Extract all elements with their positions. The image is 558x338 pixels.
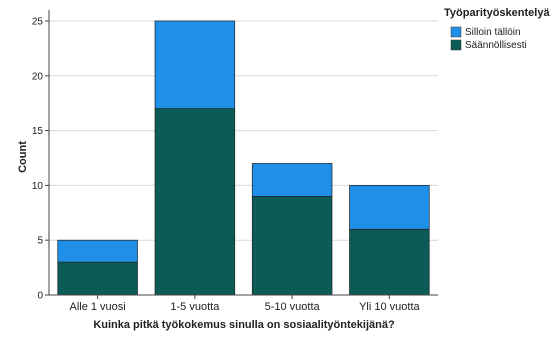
x-tick-label: 1-5 vuotta <box>170 301 220 313</box>
bar-segment <box>251 195 333 296</box>
y-tick-label: 25 <box>32 16 44 27</box>
y-tick-label: 0 <box>37 291 43 302</box>
bars <box>57 20 430 296</box>
x-tick-label: Yli 10 vuotta <box>359 301 420 313</box>
y-axis-title: Count <box>17 141 29 173</box>
legend-label-saannollisesti: Säännöllisesti <box>465 40 527 51</box>
bar-segment <box>154 108 236 296</box>
y-tick-label: 15 <box>32 126 44 137</box>
x-tick-labels: Alle 1 vuosi 1-5 vuotta 5-10 vuotta Yli 10 … <box>69 295 421 313</box>
x-tick-label: 5-10 vuotta <box>265 301 321 313</box>
x-tick-label: Alle 1 vuosi <box>69 301 125 313</box>
axes <box>48 10 438 296</box>
y-tick-label: 5 <box>37 236 43 247</box>
bar-segment <box>154 20 236 110</box>
bar-segment <box>349 228 430 296</box>
bar-segment <box>57 261 138 296</box>
y-tick-label: 20 <box>32 71 44 82</box>
legend-swatch-silloin-talloin <box>450 26 462 38</box>
bar-segment <box>251 163 333 197</box>
legend-title: Työparityöskentelyä <box>444 7 550 19</box>
legend-swatch-saannollisesti <box>450 39 462 51</box>
legend-label-silloin-talloin: Silloin tällöin <box>465 27 521 38</box>
x-axis-title: Kuinka pitkä työkokemus sinulla on sosia… <box>93 319 395 331</box>
legend: Työparityöskentelyä Silloin tällöin Sään… <box>444 7 550 51</box>
y-tick-label: 10 <box>32 181 44 192</box>
bar-segment <box>349 185 430 230</box>
y-tick-labels: 0 5 10 15 20 25 <box>32 16 49 302</box>
bar-segment <box>57 239 138 263</box>
